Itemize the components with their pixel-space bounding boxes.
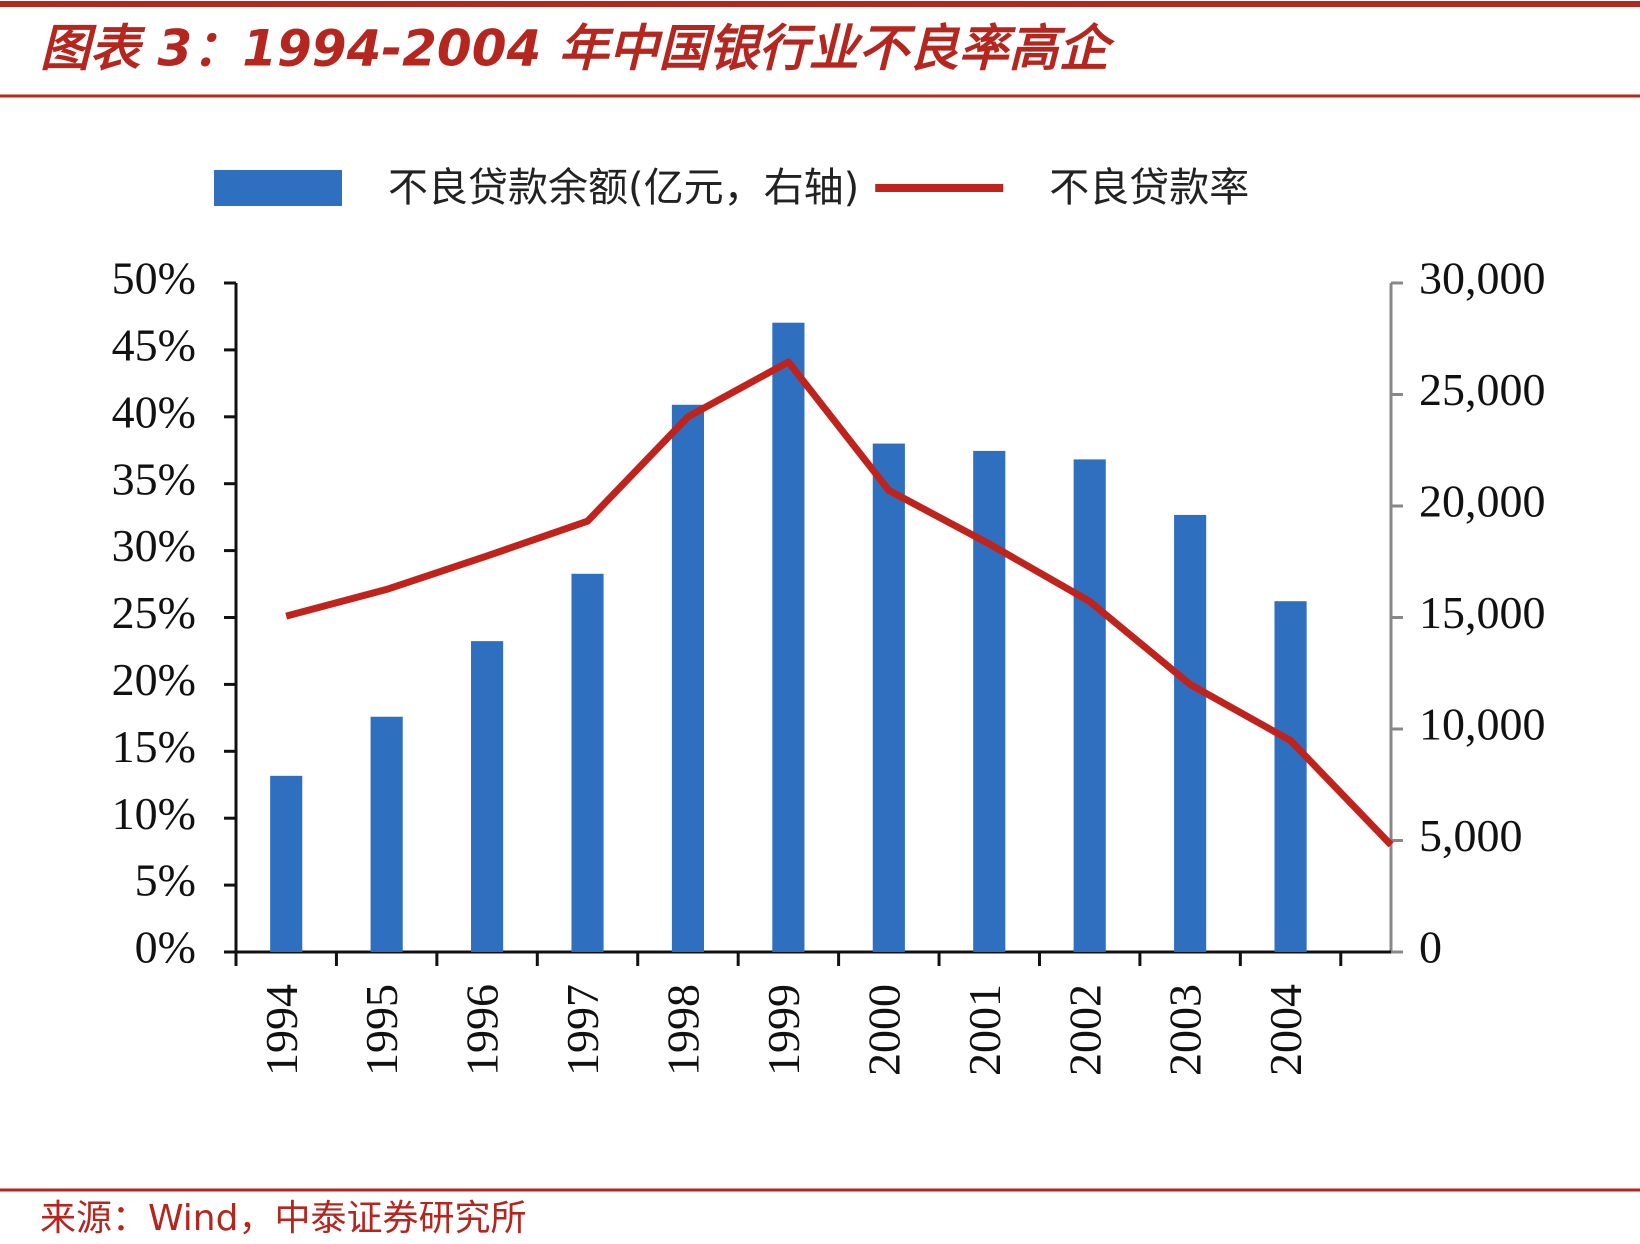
y-tick-label: 5% — [135, 855, 196, 906]
x-tick-label: 2003 — [1160, 984, 1211, 1076]
y-tick-label: 30% — [112, 520, 196, 571]
y-tick-label: 20% — [112, 654, 196, 705]
y-tick-label: 35% — [112, 453, 196, 504]
y2-tick-label: 15,000 — [1419, 587, 1546, 638]
x-tick-label: 1994 — [256, 984, 307, 1076]
bar — [370, 716, 403, 952]
y2-tick-label: 0 — [1419, 922, 1442, 973]
legend-swatch — [214, 170, 342, 206]
y-tick-label: 50% — [112, 253, 196, 304]
y2-tick-label: 25,000 — [1419, 364, 1546, 415]
x-tick-label: 2000 — [858, 984, 909, 1076]
x-tick-label: 1997 — [557, 984, 608, 1076]
legend-label: 不良贷款率 — [1049, 165, 1249, 211]
bar — [671, 404, 705, 952]
y-tick-label: 40% — [112, 386, 196, 437]
bar — [1274, 601, 1307, 952]
y2-tick-label: 20,000 — [1419, 476, 1546, 527]
source: 来源：Wind，中泰证券研究所 — [40, 1198, 526, 1239]
y2-tick-label: 30,000 — [1419, 253, 1546, 304]
bar — [1073, 459, 1106, 952]
x-tick-label: 2004 — [1260, 984, 1311, 1076]
y2-tick-label: 10,000 — [1419, 699, 1546, 750]
x-tick-label: 1995 — [356, 984, 407, 1076]
y-tick-label: 0% — [135, 922, 196, 973]
legend-label: 不良贷款余额(亿元，右轴) — [388, 165, 859, 211]
x-tick-label: 1999 — [758, 984, 809, 1076]
y2-tick-label: 5,000 — [1419, 810, 1523, 861]
y-tick-label: 45% — [112, 319, 196, 370]
bar — [471, 641, 504, 952]
bar — [270, 775, 303, 952]
line — [285, 358, 1394, 848]
bar — [1174, 514, 1207, 952]
x-tick-label: 2002 — [1059, 984, 1110, 1076]
y-tick-label: 25% — [112, 587, 196, 638]
bar — [872, 443, 905, 952]
x-tick-label: 1998 — [658, 984, 709, 1076]
chart-title: 图表 3：1994-2004 年中国银行业不良率高企 — [40, 20, 1116, 78]
y-tick-label: 15% — [112, 721, 196, 772]
y-tick-label: 10% — [112, 788, 196, 839]
x-tick-label: 2001 — [959, 984, 1010, 1076]
bar — [772, 322, 805, 953]
bar — [973, 450, 1006, 952]
bar — [571, 573, 604, 952]
x-tick-label: 1996 — [457, 984, 508, 1076]
